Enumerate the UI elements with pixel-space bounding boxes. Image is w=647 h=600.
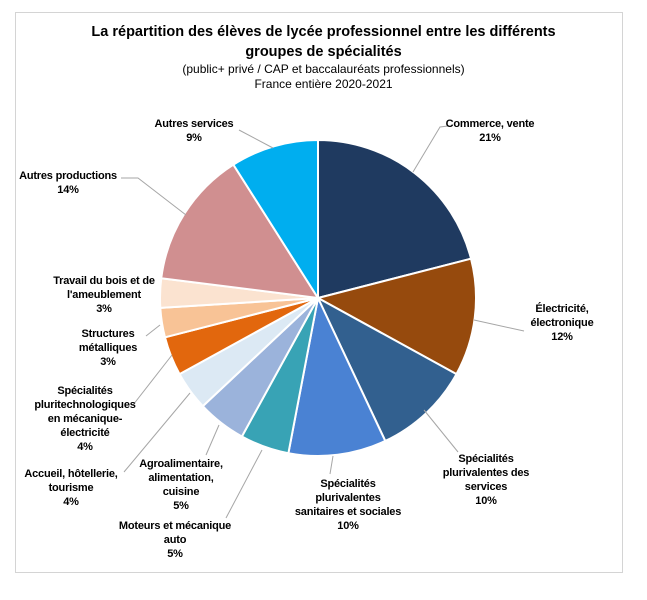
pie-slice-specialites-plurivalentes-sanitaires-et-sociales [287, 297, 387, 457]
title-block: La répartition des élèves de lycée profe… [0, 22, 647, 92]
pie-label-autres-services: Autres services 9% [154, 118, 234, 144]
leader-line-autres-productions [121, 177, 187, 216]
pie-slice-electricite-electronique [317, 257, 478, 376]
leader-line-structures-metalliques [145, 324, 161, 337]
leader-line-specialites-plurivalentes-sanitaires-et-sociales [329, 455, 334, 475]
pie-slice-commerce-vente [317, 139, 473, 299]
pie-label-specialites-plurivalentes-sanitaires-et-sociales: Spécialités plurivalentes sanitaires et … [294, 478, 402, 532]
pie-label-travail-du-bois-et-de-l-ameublement: Travail du bois et de l'ameublement 3% [53, 275, 155, 315]
leader-line-commerce-vente [412, 125, 449, 173]
leader-line-agroalimentaire-alimentation-cuisine [205, 424, 220, 456]
pie-label-autres-productions: Autres productions 14% [19, 170, 117, 196]
chart-subtitle-line1: (public+ privé / CAP et baccalauréats pr… [182, 62, 465, 76]
leader-line-electricite-electronique [473, 319, 525, 332]
pie-label-specialites-plurivalentes-des-services: Spécialités plurivalentes des services 1… [442, 453, 530, 507]
leader-line-specialites-pluritechnologiques-en-mecanique-electricite [132, 354, 173, 406]
chart-title: La répartition des élèves de lycée profe… [91, 24, 556, 60]
pie-label-accueil-hotellerie-tourisme: Accueil, hôtellerie, tourisme 4% [24, 468, 118, 508]
pie-label-commerce-vente: Commerce, vente 21% [445, 118, 535, 144]
pie-label-specialites-pluritechnologiques-en-mecanique-electricite: Spécialités pluritechnologiques en mécan… [34, 385, 136, 453]
pie-label-structures-metalliques: Structures métalliques 3% [78, 328, 138, 368]
leader-line-autres-services [238, 129, 274, 149]
pie-label-electricite-electronique: Électricité, électronique 12% [530, 303, 594, 343]
leader-line-moteurs-et-mecanique-auto [225, 449, 263, 519]
chart-subtitle-line2: France entière 2020-2021 [254, 77, 393, 91]
pie-label-agroalimentaire-alimentation-cuisine: Agroalimentaire, alimentation, cuisine 5… [139, 458, 223, 512]
leader-line-accueil-hotellerie-tourisme [123, 392, 191, 473]
pie-label-moteurs-et-mecanique-auto: Moteurs et mécanique auto 5% [118, 520, 232, 560]
leader-line-specialites-plurivalentes-des-services [423, 409, 459, 453]
pie-slice-autres-services [232, 139, 319, 299]
